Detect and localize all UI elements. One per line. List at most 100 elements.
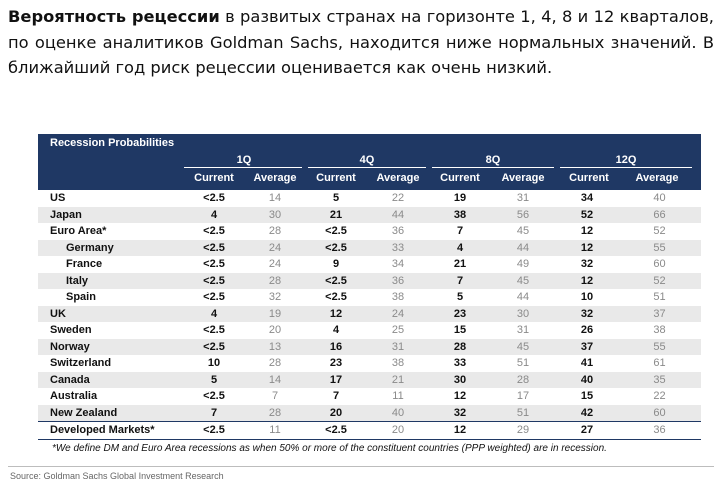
average-value: 31 [516,324,530,336]
current-value: <2.5 [325,291,347,303]
current-value: <2.5 [306,421,366,440]
average-value: 55 [618,239,701,256]
average-value: 20 [268,324,282,336]
current-value: 23 [329,357,343,369]
row-label: Japan [38,206,184,223]
average-value: 61 [653,357,666,369]
table-header: Recession Probabilities 1Q 4Q 8Q 12Q Cur… [38,134,701,190]
table-row: New Zealand 7 28 20 40 32 51 42 60 [38,404,701,422]
average-value: 33 [366,239,430,256]
table-row: Developed Markets* <2.5 11 <2.5 20 12 29 27 36 [38,421,701,440]
current-value: 12 [306,305,366,322]
table-footnote: *We define DM and Euro Area recessions a… [52,442,607,454]
current-value: 19 [453,192,467,204]
horizon-rule [308,167,426,168]
average-value: 28 [268,225,282,237]
row-label: US [50,192,66,204]
sub-average: Average [376,172,420,184]
average-value: 38 [391,291,405,303]
table-row: Sweden <2.5 20 4 25 15 31 26 38 [38,322,701,339]
sub-average: Average [501,172,545,184]
average-value: 45 [516,225,530,237]
average-value: 11 [244,421,306,440]
row-label: Developed Markets* [38,421,184,440]
average-value: 28 [244,272,306,289]
current-value: <2.5 [184,272,244,289]
horizon-rule [432,167,554,168]
row-label: New Zealand [38,404,184,422]
current-value: <2.5 [203,225,225,237]
current-value: <2.5 [203,324,225,336]
table-body: US <2.5 14 5 22 19 31 34 40 Japan 4 30 21 44 38 56 52 66 E… [38,190,701,440]
row-label: Australia [50,390,98,402]
current-value: 5 [332,192,340,204]
average-value: 56 [490,206,556,223]
average-value: 49 [516,258,530,270]
average-value: 31 [516,192,530,204]
average-value: 13 [244,338,306,355]
average-value: 52 [653,225,666,237]
table-title: Recession Probabilities [50,137,175,149]
current-value: 15 [453,324,467,336]
average-value: 36 [618,421,701,440]
table-row: Norway <2.5 13 16 31 28 45 37 55 [38,338,701,355]
average-value: 28 [244,404,306,422]
average-value: 40 [653,192,666,204]
average-value: 28 [490,371,556,388]
table-row: Spain <2.5 32 <2.5 38 5 44 10 51 [38,289,701,306]
average-value: 14 [268,192,282,204]
average-value: 37 [618,305,701,322]
current-value: 21 [453,258,467,270]
current-value: 12 [580,225,594,237]
current-value: 41 [580,357,594,369]
row-label: France [66,258,103,270]
current-value: 52 [556,206,618,223]
average-value: 28 [268,357,282,369]
row-label: Italy [38,272,184,289]
current-value: 7 [332,390,340,402]
average-value: 21 [366,371,430,388]
current-value: 4 [184,305,244,322]
average-value: 36 [391,225,405,237]
average-value: 44 [516,291,530,303]
average-value: 55 [618,338,701,355]
table-row: US <2.5 14 5 22 19 31 34 40 [38,190,701,207]
current-value: 17 [306,371,366,388]
current-value: <2.5 [203,390,225,402]
average-value: 44 [366,206,430,223]
average-value: 45 [490,272,556,289]
row-label: Switzerland [50,357,112,369]
average-value: 25 [391,324,405,336]
current-value: 12 [556,272,618,289]
horizon-1q: 1Q [236,154,252,166]
current-value: 12 [453,390,467,402]
current-value: 16 [306,338,366,355]
source-divider [8,466,714,467]
average-value: 38 [391,357,405,369]
average-value: 19 [244,305,306,322]
current-value: 23 [430,305,490,322]
horizon-rule [184,167,302,168]
average-value: 7 [271,390,279,402]
sub-average: Average [253,172,297,184]
current-value: 5 [456,291,464,303]
current-value: 30 [430,371,490,388]
current-value: <2.5 [306,239,366,256]
row-label: UK [38,305,184,322]
current-value: 38 [430,206,490,223]
current-value: 26 [580,324,594,336]
average-value: 38 [653,324,666,336]
intro-paragraph: Вероятность рецессии в развитых странах … [8,4,714,81]
table-row: Germany <2.5 24 <2.5 33 4 44 12 55 [38,239,701,256]
sub-current: Current [440,172,480,184]
average-value: 29 [490,421,556,440]
average-value: 52 [618,272,701,289]
current-value: 32 [430,404,490,422]
average-value: 51 [653,291,666,303]
current-value: 10 [580,291,594,303]
current-value: <2.5 [203,192,225,204]
current-value: 20 [306,404,366,422]
current-value: <2.5 [184,239,244,256]
table-row: France <2.5 24 9 34 21 49 32 60 [38,256,701,273]
average-value: 60 [618,404,701,422]
